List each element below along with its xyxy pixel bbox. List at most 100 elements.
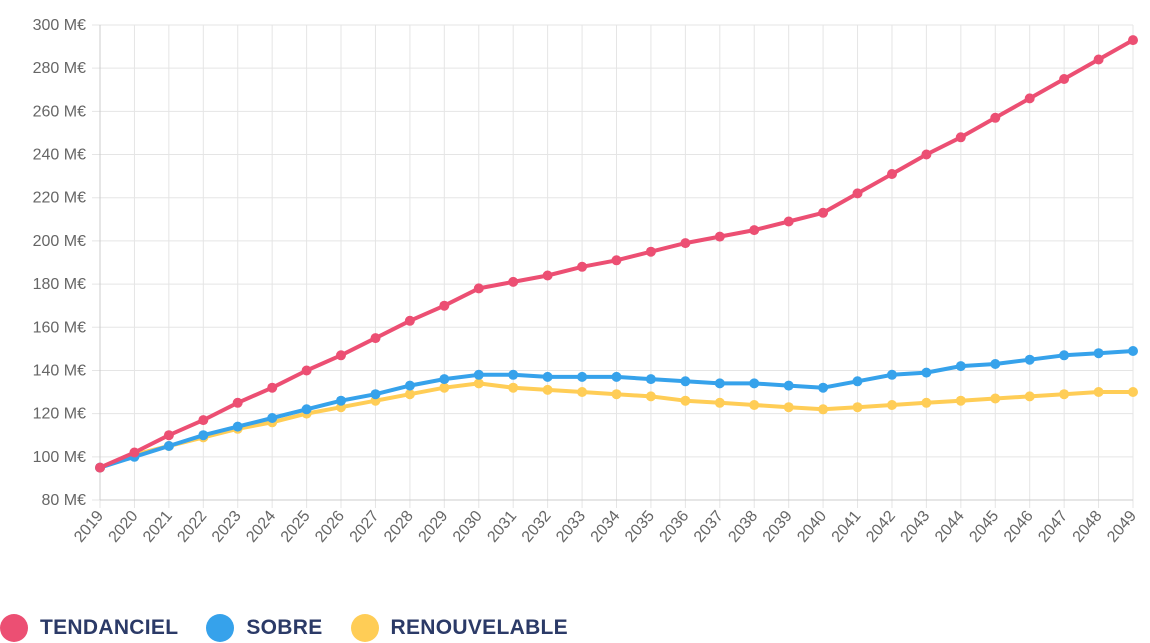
- data-point-sobre[interactable]: [645, 374, 656, 385]
- data-point-sobre[interactable]: [508, 369, 519, 380]
- data-point-tendanciel[interactable]: [439, 300, 450, 311]
- data-point-sobre[interactable]: [887, 369, 897, 380]
- data-point-tendanciel[interactable]: [818, 207, 829, 218]
- data-point-sobre[interactable]: [439, 374, 450, 385]
- data-point-tendanciel[interactable]: [852, 188, 863, 199]
- data-point-renouvelable[interactable]: [680, 395, 691, 406]
- line-chart: 80 M€ 100 M€ 120 M€ 140 M€ 160 M€ 180 M€ 200 M…: [33, 17, 1141, 546]
- data-point-tendanciel[interactable]: [645, 246, 656, 257]
- data-point-sobre[interactable]: [336, 395, 346, 406]
- data-point-sobre[interactable]: [680, 376, 691, 387]
- data-point-sobre[interactable]: [1093, 348, 1104, 359]
- data-point-renouvelable[interactable]: [783, 402, 794, 413]
- data-point-renouvelable[interactable]: [1059, 389, 1070, 400]
- data-point-tendanciel[interactable]: [95, 462, 105, 473]
- data-point-sobre[interactable]: [301, 404, 312, 415]
- data-point-sobre[interactable]: [1024, 354, 1035, 365]
- data-point-tendanciel[interactable]: [611, 255, 622, 266]
- data-point-sobre[interactable]: [783, 380, 794, 391]
- data-point-renouvelable[interactable]: [1024, 391, 1035, 402]
- data-point-sobre[interactable]: [370, 389, 381, 400]
- data-point-tendanciel[interactable]: [680, 238, 691, 249]
- data-point-renouvelable[interactable]: [921, 397, 932, 408]
- data-point-sobre[interactable]: [267, 413, 278, 423]
- data-point-tendanciel[interactable]: [198, 415, 209, 426]
- data-point-renouvelable[interactable]: [887, 400, 897, 410]
- y-axis-ticks: 80 M€ 100 M€ 120 M€ 140 M€ 160 M€ 180 M€ 200 M…: [33, 17, 86, 509]
- data-point-sobre[interactable]: [198, 430, 209, 441]
- legend-swatch-tendanciel: [0, 613, 28, 642]
- data-point-renouvelable[interactable]: [542, 384, 553, 395]
- data-point-tendanciel[interactable]: [473, 283, 484, 294]
- data-point-renouvelable[interactable]: [508, 382, 519, 393]
- data-point-sobre[interactable]: [714, 378, 725, 389]
- data-point-sobre[interactable]: [163, 441, 174, 451]
- data-point-tendanciel[interactable]: [267, 382, 278, 393]
- data-point-renouvelable[interactable]: [611, 389, 622, 400]
- data-point-sobre[interactable]: [611, 371, 622, 382]
- data-point-tendanciel[interactable]: [163, 430, 174, 441]
- data-point-renouvelable[interactable]: [990, 393, 1001, 404]
- data-point-tendanciel[interactable]: [887, 169, 897, 179]
- data-point-tendanciel[interactable]: [370, 333, 381, 344]
- data-point-renouvelable[interactable]: [404, 389, 415, 400]
- data-point-renouvelable[interactable]: [818, 404, 829, 415]
- data-point-renouvelable[interactable]: [1128, 387, 1138, 397]
- x-tick-label: 2028: [381, 508, 417, 546]
- data-point-tendanciel[interactable]: [714, 231, 725, 242]
- data-point-sobre[interactable]: [818, 382, 829, 393]
- data-point-tendanciel[interactable]: [577, 261, 588, 272]
- data-point-sobre[interactable]: [577, 371, 588, 382]
- data-point-sobre[interactable]: [749, 378, 760, 389]
- x-tick-label: 2020: [106, 508, 142, 546]
- data-point-sobre[interactable]: [232, 421, 243, 432]
- data-point-renouvelable[interactable]: [955, 395, 966, 406]
- data-point-tendanciel[interactable]: [336, 350, 346, 361]
- data-point-tendanciel[interactable]: [1024, 93, 1035, 104]
- x-tick-label: 2032: [519, 508, 555, 546]
- data-point-sobre[interactable]: [990, 359, 1001, 369]
- data-point-tendanciel[interactable]: [783, 216, 794, 227]
- data-point-renouvelable[interactable]: [577, 387, 588, 397]
- legend: TENDANCIEL SOBRE RENOUVELABLE: [0, 612, 596, 643]
- data-point-tendanciel[interactable]: [542, 270, 553, 281]
- x-tick-label: 2024: [243, 508, 279, 546]
- data-point-sobre[interactable]: [852, 376, 863, 387]
- legend-item-tendanciel[interactable]: TENDANCIEL: [0, 613, 178, 642]
- data-point-tendanciel[interactable]: [129, 447, 140, 458]
- data-point-tendanciel[interactable]: [404, 315, 415, 326]
- data-point-tendanciel[interactable]: [921, 149, 932, 160]
- data-point-sobre[interactable]: [921, 367, 932, 378]
- y-tick-label: 160 M€: [33, 319, 86, 336]
- data-point-tendanciel[interactable]: [1093, 54, 1104, 65]
- data-point-renouvelable[interactable]: [439, 382, 450, 393]
- data-point-tendanciel[interactable]: [749, 225, 760, 236]
- data-point-sobre[interactable]: [955, 361, 966, 372]
- data-point-tendanciel[interactable]: [1128, 35, 1138, 46]
- data-point-sobre[interactable]: [473, 369, 484, 380]
- data-point-renouvelable[interactable]: [1093, 387, 1104, 397]
- y-tick-label: 200 M€: [33, 233, 86, 250]
- data-point-sobre[interactable]: [1059, 350, 1070, 361]
- data-point-tendanciel[interactable]: [232, 397, 243, 408]
- data-point-tendanciel[interactable]: [301, 365, 312, 376]
- data-point-renouvelable[interactable]: [852, 402, 863, 413]
- y-tick-label: 260 M€: [33, 103, 86, 120]
- data-point-sobre[interactable]: [542, 371, 553, 382]
- data-point-sobre[interactable]: [1128, 346, 1138, 356]
- data-point-renouvelable[interactable]: [473, 378, 484, 389]
- data-point-tendanciel[interactable]: [1059, 74, 1070, 84]
- y-tick-label: 180 M€: [33, 276, 86, 293]
- data-point-tendanciel[interactable]: [990, 112, 1001, 123]
- legend-item-sobre[interactable]: SOBRE: [206, 613, 322, 642]
- data-point-renouvelable[interactable]: [714, 397, 725, 408]
- data-point-renouvelable[interactable]: [645, 391, 656, 402]
- legend-item-renouvelable[interactable]: RENOUVELABLE: [350, 613, 568, 642]
- data-point-tendanciel[interactable]: [955, 132, 966, 143]
- data-point-tendanciel[interactable]: [508, 276, 519, 287]
- x-tick-label: 2044: [932, 508, 968, 546]
- data-point-sobre[interactable]: [404, 380, 415, 391]
- x-tick-label: 2038: [725, 508, 761, 546]
- y-tick-label: 140 M€: [33, 362, 86, 379]
- data-point-renouvelable[interactable]: [749, 400, 760, 410]
